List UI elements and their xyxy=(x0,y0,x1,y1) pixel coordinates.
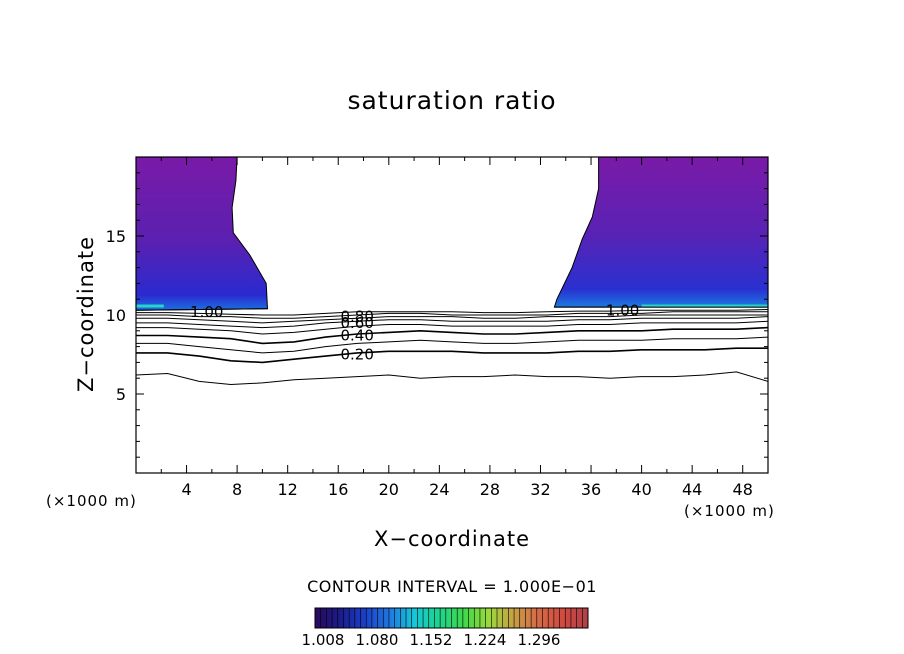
contour-label: 0.80 xyxy=(340,308,373,326)
x-tick-label: 12 xyxy=(278,480,298,499)
x-tick-label: 44 xyxy=(682,480,702,499)
contour-line-0.7 xyxy=(136,314,768,324)
contour-label: 0.40 xyxy=(340,327,373,345)
contour-line-0.1 xyxy=(136,371,768,386)
contour-label: 1.00 xyxy=(190,303,223,321)
chart-title: saturation ratio xyxy=(347,86,557,115)
colorbar-label: 1.296 xyxy=(517,631,561,649)
supersaturated-region-left xyxy=(136,157,269,311)
supersaturated-region-right xyxy=(553,157,768,308)
x-tick-label: 8 xyxy=(232,480,242,499)
saturation-band xyxy=(641,304,768,308)
contour-line-0.6 xyxy=(136,316,768,329)
x-tick-label: 20 xyxy=(379,480,399,499)
contour-interval-text: CONTOUR INTERVAL = 1.000E−01 xyxy=(307,577,597,596)
colorbar-label: 1.080 xyxy=(355,631,399,649)
contour-line-0.4 xyxy=(136,326,768,345)
contour-line-0.5 xyxy=(136,320,768,335)
contour-line-1.00 xyxy=(136,306,768,311)
y-tick-label: 15 xyxy=(106,227,126,246)
contour-line-0.2 xyxy=(136,347,768,364)
x-tick-label: 32 xyxy=(530,480,550,499)
x-tick-label: 40 xyxy=(631,480,651,499)
x-axis-label: X−coordinate xyxy=(374,527,530,551)
x-tick-label: 48 xyxy=(733,480,753,499)
contour-line-0.9 xyxy=(136,309,768,316)
saturation-band xyxy=(136,304,164,308)
colorbar-label: 1.008 xyxy=(301,631,345,649)
contour-label: 0.20 xyxy=(340,346,373,364)
colorbar-label: 1.224 xyxy=(463,631,507,649)
contour-line-0.3 xyxy=(136,336,768,354)
contour-label: 0.60 xyxy=(340,314,373,332)
x-tick-label: 28 xyxy=(480,480,500,499)
y-tick-label: 5 xyxy=(116,385,126,404)
y-tick-label: 10 xyxy=(106,306,126,325)
x-unit-label-right: (×1000 m) xyxy=(684,502,775,520)
x-tick-label: 4 xyxy=(181,480,191,499)
x-tick-label: 36 xyxy=(581,480,601,499)
x-tick-label: 16 xyxy=(328,480,348,499)
x-unit-label-left: (×1000 m) xyxy=(46,492,137,510)
x-tick-label: 24 xyxy=(429,480,449,499)
colorbar-label: 1.152 xyxy=(409,631,453,649)
contour-line-0.8 xyxy=(136,311,768,319)
contour-label: 1.00 xyxy=(606,301,639,319)
